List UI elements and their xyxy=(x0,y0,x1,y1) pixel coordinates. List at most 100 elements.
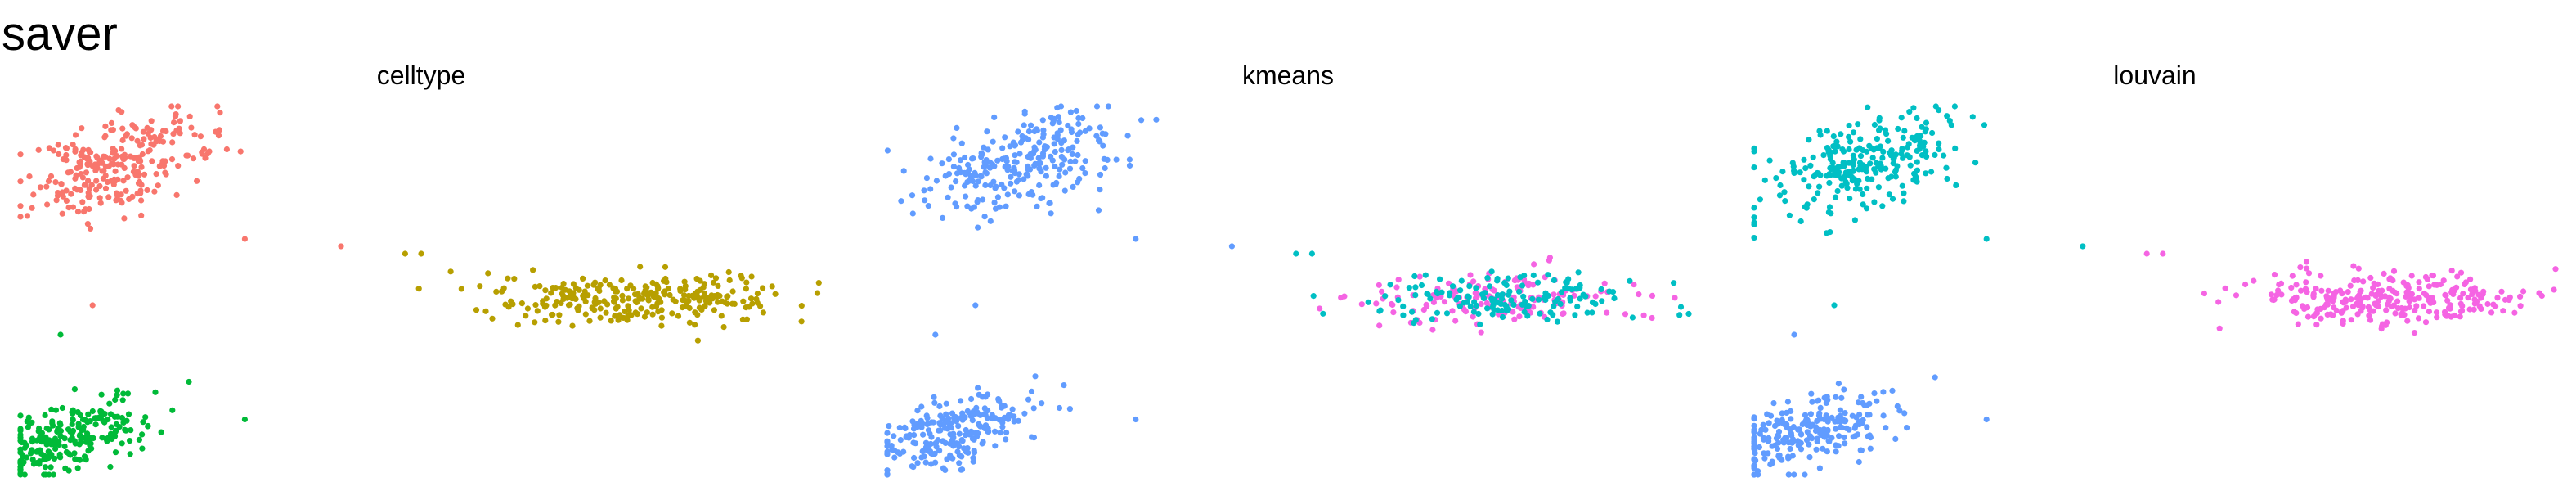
data-point xyxy=(710,279,717,286)
data-point xyxy=(1105,103,1111,110)
data-point xyxy=(173,191,180,198)
data-point xyxy=(2451,312,2457,319)
data-point xyxy=(2348,296,2354,303)
data-point xyxy=(891,454,898,461)
data-point xyxy=(2500,308,2506,314)
data-point xyxy=(1411,273,1418,280)
data-point xyxy=(1791,168,1797,174)
data-point xyxy=(955,423,962,430)
data-point xyxy=(602,277,608,284)
data-point xyxy=(1849,178,1856,184)
data-point xyxy=(884,430,891,436)
data-point xyxy=(1025,396,1032,403)
data-point xyxy=(1900,134,1906,141)
data-point xyxy=(989,412,995,418)
data-point xyxy=(1032,373,1039,380)
data-point xyxy=(1021,110,1028,117)
data-point xyxy=(1012,188,1018,195)
data-point xyxy=(1093,133,1100,139)
data-point xyxy=(2465,295,2471,301)
data-point xyxy=(2273,291,2280,298)
data-point xyxy=(1530,282,1537,288)
data-point xyxy=(120,390,127,397)
data-point xyxy=(2426,283,2432,290)
data-point xyxy=(2471,296,2478,303)
data-point xyxy=(1012,142,1018,149)
data-point xyxy=(458,286,464,292)
data-point xyxy=(1036,139,1043,146)
data-point xyxy=(1909,134,1915,141)
data-point xyxy=(661,289,667,295)
data-point xyxy=(1074,137,1080,144)
data-point xyxy=(1820,152,1827,159)
data-point xyxy=(1832,194,1839,200)
data-point xyxy=(1821,434,1828,440)
data-point xyxy=(1422,272,1429,278)
data-point xyxy=(2304,265,2310,272)
data-point xyxy=(1551,291,1557,298)
data-point xyxy=(56,151,62,157)
data-point xyxy=(1310,293,1317,300)
data-point xyxy=(2423,292,2430,299)
data-point xyxy=(1788,416,1794,422)
data-point xyxy=(975,224,981,231)
data-point xyxy=(958,466,964,473)
data-point xyxy=(1097,187,1103,193)
data-point xyxy=(415,286,422,292)
data-point xyxy=(1467,272,1474,278)
data-point xyxy=(1400,312,1407,318)
data-point xyxy=(931,399,938,406)
data-point xyxy=(981,159,988,165)
data-point xyxy=(1470,309,1477,315)
data-point xyxy=(1865,412,1871,418)
data-point xyxy=(2275,287,2282,294)
data-point xyxy=(928,461,935,467)
data-point xyxy=(1073,107,1079,115)
data-point xyxy=(56,420,63,426)
data-point xyxy=(996,398,1003,404)
data-point xyxy=(118,191,124,198)
outlier-point xyxy=(1983,236,1990,242)
data-point xyxy=(116,424,123,430)
data-point xyxy=(897,437,904,444)
data-point xyxy=(1830,133,1837,140)
data-point xyxy=(1516,313,1523,320)
data-point xyxy=(1767,412,1775,419)
data-point xyxy=(1529,295,1536,302)
data-point xyxy=(2458,308,2466,314)
data-point xyxy=(1851,217,1858,223)
data-point xyxy=(985,428,991,435)
data-point xyxy=(1936,146,1942,153)
data-point xyxy=(1842,178,1849,185)
data-point xyxy=(1470,313,1476,320)
data-point xyxy=(1814,417,1820,425)
data-point xyxy=(1784,399,1791,405)
data-point xyxy=(1016,192,1022,199)
data-point xyxy=(1069,151,1075,157)
data-point xyxy=(113,197,119,204)
data-point xyxy=(959,438,966,444)
data-point xyxy=(17,431,24,438)
data-point xyxy=(1564,279,1570,286)
data-point xyxy=(1048,210,1054,217)
data-point xyxy=(1393,284,1400,291)
data-point xyxy=(1901,198,1907,205)
data-point xyxy=(2288,297,2296,304)
data-point xyxy=(1834,187,1841,195)
data-point xyxy=(2374,281,2381,287)
data-point xyxy=(2457,313,2463,320)
data-point xyxy=(2416,279,2422,286)
data-point xyxy=(1804,201,1811,208)
data-point xyxy=(886,423,892,430)
data-point xyxy=(1138,117,1145,124)
data-point xyxy=(1751,445,1757,452)
data-point xyxy=(1846,122,1852,129)
data-point xyxy=(1842,160,1848,166)
data-point xyxy=(725,293,731,300)
data-point xyxy=(2313,310,2320,317)
data-point xyxy=(613,287,619,295)
data-point xyxy=(1824,448,1830,455)
data-point xyxy=(1535,296,1542,303)
data-point xyxy=(2400,279,2407,286)
data-point xyxy=(477,283,483,290)
